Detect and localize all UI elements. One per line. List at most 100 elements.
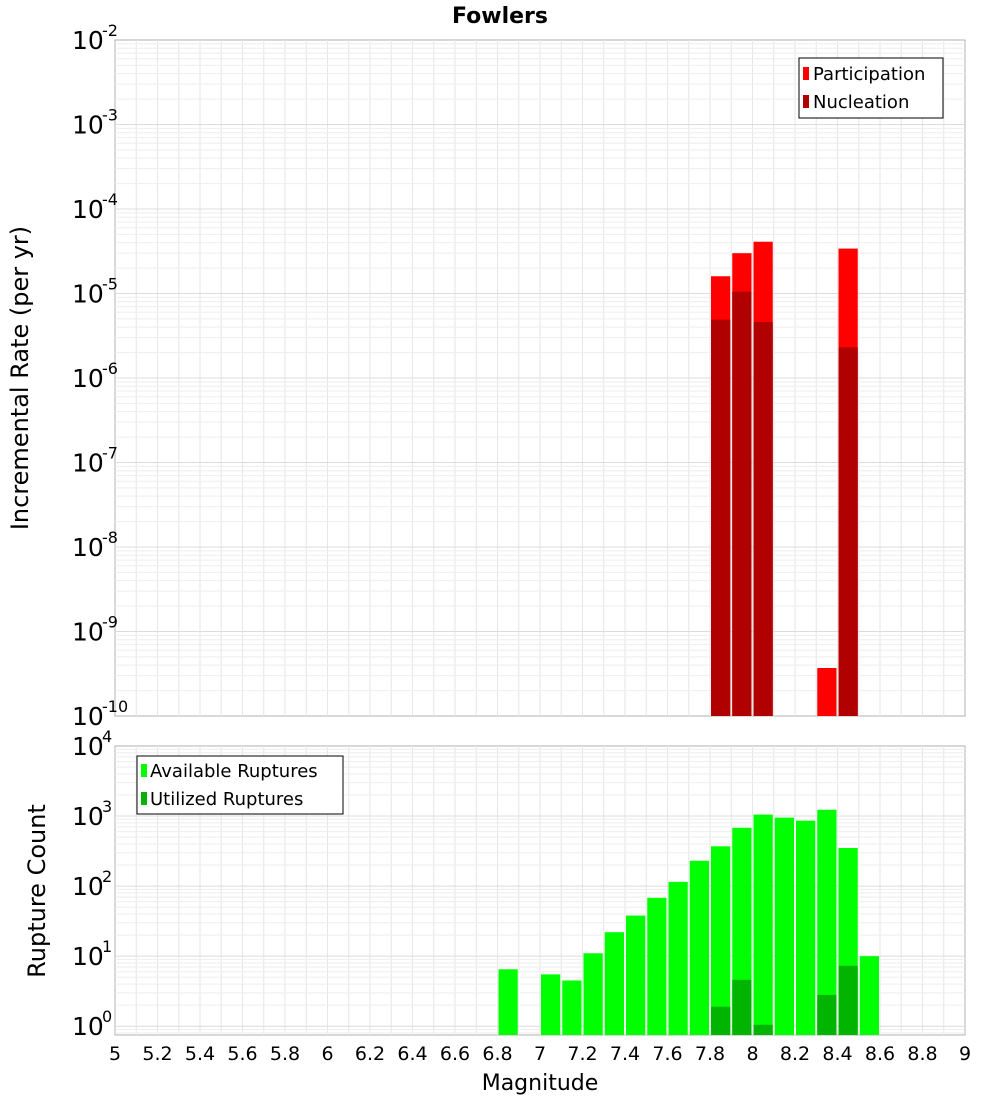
y-tick-exponent: -8 xyxy=(102,528,118,547)
legend-rate: Participation Nucleation xyxy=(798,57,944,119)
bar-count-series-0 xyxy=(668,881,688,1035)
y-tick-base: 10 xyxy=(72,732,104,761)
x-tick-label: 8.6 xyxy=(865,1043,895,1065)
y-tick-exponent: -3 xyxy=(102,106,118,125)
y-tick-exponent: 0 xyxy=(102,1007,112,1026)
legend-label-utilized: Utilized Ruptures xyxy=(150,789,303,810)
x-tick-label: 9 xyxy=(959,1043,971,1065)
bar-count-series-0 xyxy=(711,846,731,1035)
participation-panel: 10-210-310-410-510-610-710-810-910-10 In… xyxy=(6,21,966,731)
y-tick-label: 102 xyxy=(72,867,112,901)
x-tick-label: 8.8 xyxy=(907,1043,937,1065)
y-tick-base: 10 xyxy=(72,449,104,478)
y-axis-label-count: Rupture Count xyxy=(23,804,51,978)
y-tick-base: 10 xyxy=(72,364,104,393)
x-tick-label: 7.8 xyxy=(695,1043,725,1065)
bar-count-series-0 xyxy=(647,897,667,1035)
x-tick-label: 7 xyxy=(534,1043,546,1065)
bar-rate-series-1 xyxy=(732,291,752,716)
bar-count-series-0 xyxy=(796,820,816,1035)
bar-count-series-1 xyxy=(732,979,752,1035)
y-tick-exponent: -2 xyxy=(102,21,118,40)
y-tick-base: 10 xyxy=(72,802,104,831)
x-tick-label: 6 xyxy=(321,1043,333,1065)
bar-count-series-0 xyxy=(583,953,603,1035)
y-tick-exponent: 4 xyxy=(102,727,112,746)
y-tick-label: 10-7 xyxy=(72,444,118,478)
y-tick-base: 10 xyxy=(72,702,104,731)
bar-count-series-1 xyxy=(711,1006,731,1035)
x-tick-label: 5.4 xyxy=(185,1043,215,1065)
y-tick-exponent: -6 xyxy=(102,359,118,378)
y-tick-exponent: -9 xyxy=(102,613,118,632)
y-tick-label: 103 xyxy=(72,797,112,831)
y-tick-base: 10 xyxy=(72,618,104,647)
bar-rate-series-1 xyxy=(711,319,731,716)
bar-count-series-0 xyxy=(774,817,794,1035)
y-tick-base: 10 xyxy=(72,280,104,309)
y-tick-base: 10 xyxy=(72,111,104,140)
x-tick-label: 5 xyxy=(109,1043,121,1065)
y-tick-label: 10-2 xyxy=(72,21,118,55)
y-tick-label: 101 xyxy=(72,937,112,971)
legend-swatch-participation xyxy=(803,67,809,80)
bar-rate-series-1 xyxy=(838,347,858,716)
x-tick-label: 6.2 xyxy=(355,1043,385,1065)
y-ticks-rate: 10-210-310-410-510-610-710-810-910-10 xyxy=(72,21,128,731)
y-axis-label-rate: Incremental Rate (per yr) xyxy=(6,226,34,530)
x-tick-label: 8.2 xyxy=(780,1043,810,1065)
y-tick-base: 10 xyxy=(72,195,104,224)
y-tick-exponent: 2 xyxy=(102,867,112,886)
bars-rate xyxy=(711,241,858,716)
y-tick-label: 10-9 xyxy=(72,613,118,647)
x-tick-label: 5.6 xyxy=(227,1043,257,1065)
bar-count-series-0 xyxy=(817,809,837,1035)
x-tick-label: 7.4 xyxy=(610,1043,640,1065)
y-tick-base: 10 xyxy=(72,533,104,562)
grid-rate xyxy=(115,40,965,716)
legend-swatch-utilized xyxy=(141,792,147,805)
y-tick-label: 10-6 xyxy=(72,359,118,393)
y-tick-label: 10-10 xyxy=(72,697,128,731)
bar-count-series-0 xyxy=(626,915,646,1035)
x-tick-label: 5.8 xyxy=(270,1043,300,1065)
y-tick-base: 10 xyxy=(72,942,104,971)
legend-count: Available Ruptures Utilized Ruptures xyxy=(136,755,344,815)
legend-label-available: Available Ruptures xyxy=(150,761,318,782)
x-ticks: 5 5.2 5.4 5.6 5.8 6 6.2 6.4 6.6 6.8 7 7.2 7.4 7.6 7.8 8… xyxy=(109,1043,971,1065)
legend-label-participation: Participation xyxy=(813,64,925,85)
x-tick-label: 8.4 xyxy=(822,1043,852,1065)
y-tick-label: 10-5 xyxy=(72,275,118,309)
y-tick-base: 10 xyxy=(72,1012,104,1041)
y-tick-label: 100 xyxy=(72,1007,112,1041)
bar-count-series-1 xyxy=(838,965,858,1035)
x-tick-label: 6.6 xyxy=(440,1043,470,1065)
legend-swatch-available xyxy=(141,764,147,777)
x-tick-label: 6.8 xyxy=(482,1043,512,1065)
x-tick-label: 7.6 xyxy=(652,1043,682,1065)
y-tick-exponent: 1 xyxy=(102,937,112,956)
x-tick-label: 6.4 xyxy=(397,1043,427,1065)
y-tick-base: 10 xyxy=(72,26,104,55)
legend-label-nucleation: Nucleation xyxy=(813,92,909,113)
y-tick-label: 104 xyxy=(72,727,112,761)
bar-count-series-0 xyxy=(562,980,582,1035)
legend-swatch-nucleation xyxy=(803,95,809,108)
y-tick-exponent: -7 xyxy=(102,444,118,463)
y-tick-label: 10-4 xyxy=(72,190,118,224)
x-tick-label: 5.2 xyxy=(142,1043,172,1065)
y-tick-exponent: -4 xyxy=(102,190,118,209)
y-tick-exponent: -10 xyxy=(102,697,128,716)
y-tick-label: 10-8 xyxy=(72,528,118,562)
legend-box-count xyxy=(136,755,344,815)
bar-count-series-1 xyxy=(753,1024,773,1035)
bar-count-series-0 xyxy=(541,974,561,1035)
bars-count xyxy=(498,809,879,1035)
x-tick-label: 8 xyxy=(746,1043,758,1065)
y-tick-exponent: 3 xyxy=(102,797,112,816)
chart-title: Fowlers xyxy=(452,4,548,29)
